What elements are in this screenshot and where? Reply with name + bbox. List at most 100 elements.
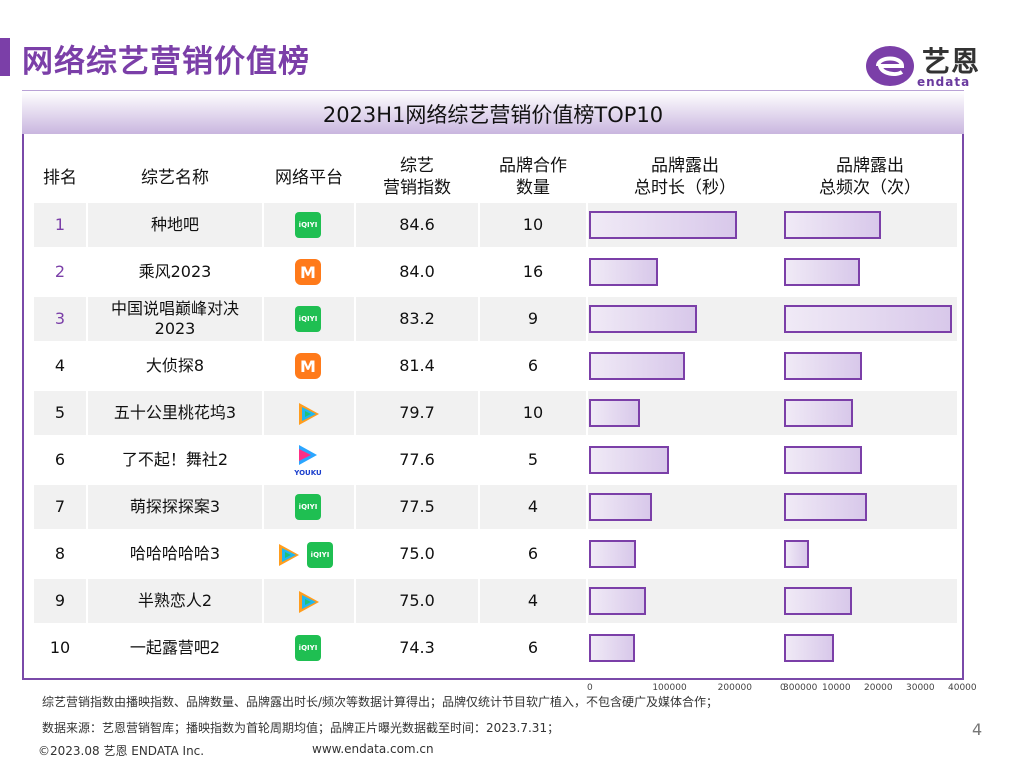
show-name-cell: 半熟恋人2 <box>137 591 213 610</box>
iqiyi-icon: iQIYI <box>295 635 321 661</box>
svg-text:YOUKU: YOUKU <box>293 469 322 477</box>
marketing-index-cell: 83.2 <box>399 309 435 328</box>
tencent-video-icon <box>294 400 322 428</box>
rank-cell: 10 <box>49 638 71 657</box>
iqiyi-icon: iQIYI <box>307 542 333 568</box>
mango-tv-icon: M <box>295 353 321 379</box>
column-separator <box>86 532 88 576</box>
column-separator <box>86 579 88 623</box>
column-separator <box>586 626 588 670</box>
frequency-bar <box>784 258 860 286</box>
duration-bar <box>589 446 669 474</box>
column-separator <box>262 203 264 247</box>
show-name-cell: 大侦探8 <box>145 356 205 375</box>
column-separator <box>478 626 480 670</box>
column-separator <box>586 579 588 623</box>
header-coop: 品牌合作 数量 <box>480 155 586 199</box>
table-frame <box>22 134 964 680</box>
column-separator <box>478 485 480 529</box>
brand-coop-count-cell: 4 <box>527 591 539 610</box>
frequency-bar <box>784 587 852 615</box>
frequency-bar <box>784 540 809 568</box>
column-separator <box>262 250 264 294</box>
column-separator <box>478 250 480 294</box>
column-separator <box>354 391 356 435</box>
column-separator <box>262 438 264 482</box>
duration-bar <box>589 540 636 568</box>
column-separator <box>478 391 480 435</box>
show-name-cell: 哈哈哈哈哈3 <box>129 544 221 563</box>
column-separator <box>354 438 356 482</box>
page-title: 网络综艺营销价值榜 <box>22 44 310 80</box>
header-frequency-line1: 品牌露出 <box>836 156 904 176</box>
rank-cell: 4 <box>54 356 66 375</box>
column-separator <box>262 579 264 623</box>
column-separator <box>354 250 356 294</box>
rank-cell: 3 <box>54 309 66 328</box>
rank-cell: 6 <box>54 450 66 469</box>
logo-text-cn: 艺恩 <box>922 45 981 78</box>
marketing-index-cell: 75.0 <box>399 591 435 610</box>
column-separator <box>86 344 88 388</box>
mango-tv-icon: M <box>295 259 321 285</box>
column-separator <box>354 203 356 247</box>
column-separator <box>586 344 588 388</box>
brand-coop-count-cell: 10 <box>522 215 544 234</box>
column-separator <box>478 438 480 482</box>
marketing-index-cell: 75.0 <box>399 544 435 563</box>
show-name-cell: 乘风2023 <box>138 262 212 281</box>
table-title: 2023H1网络综艺营销价值榜TOP10 <box>322 103 664 127</box>
tencent-video-icon <box>294 588 322 616</box>
show-name-cell: 中国说唱巅峰对决 2023 <box>110 299 239 338</box>
header-duration-line1: 品牌露出 <box>651 156 719 176</box>
brand-coop-count-cell: 6 <box>527 356 539 375</box>
column-separator <box>86 626 88 670</box>
column-separator <box>86 438 88 482</box>
show-name-cell: 五十公里桃花坞3 <box>113 403 237 422</box>
brand-coop-count-cell: 16 <box>522 262 544 281</box>
rank-cell: 2 <box>54 262 66 281</box>
frequency-axis-tick: 10000 <box>822 683 851 693</box>
column-separator <box>86 250 88 294</box>
marketing-index-cell: 74.3 <box>399 638 435 657</box>
column-separator <box>478 344 480 388</box>
show-name-cell: 了不起！舞社2 <box>121 450 229 469</box>
header-rank: 排名 <box>43 168 77 188</box>
header-index-line1: 综艺 <box>400 156 434 176</box>
column-separator <box>262 532 264 576</box>
duration-axis-tick: 200000 <box>717 683 753 693</box>
marketing-index-cell: 84.6 <box>399 215 435 234</box>
brand-coop-count-cell: 6 <box>527 544 539 563</box>
frequency-bar <box>784 634 834 662</box>
column-separator <box>86 485 88 529</box>
header-duration: 品牌露出 总时长（秒） <box>588 155 782 199</box>
column-separator <box>262 485 264 529</box>
frequency-bar <box>784 352 862 380</box>
duration-bar <box>589 258 658 286</box>
column-separator <box>586 297 588 341</box>
marketing-index-cell: 84.0 <box>399 262 435 281</box>
column-separator <box>478 579 480 623</box>
show-name-cell: 一起露营吧2 <box>129 638 221 657</box>
column-separator <box>86 203 88 247</box>
duration-axis-tick: 0 <box>587 683 593 693</box>
rank-cell: 1 <box>54 215 66 234</box>
header-name: 综艺名称 <box>141 168 209 188</box>
header-frequency-line2: 总频次（次） <box>819 178 921 198</box>
rank-cell: 7 <box>54 497 66 516</box>
header-platform: 网络平台 <box>275 168 343 188</box>
iqiyi-icon: iQIYI <box>295 212 321 238</box>
column-separator <box>478 532 480 576</box>
frequency-axis-tick: 40000 <box>948 683 977 693</box>
duration-bar <box>589 634 635 662</box>
endata-logo: 艺恩 endata <box>864 40 994 90</box>
header-frequency: 品牌露出 总频次（次） <box>784 155 956 199</box>
column-separator <box>354 626 356 670</box>
frequency-bar <box>784 211 881 239</box>
frequency-axis-tick: 0 <box>780 683 786 693</box>
duration-bar <box>589 399 640 427</box>
tencent-video-icon <box>274 541 302 569</box>
marketing-index-cell: 81.4 <box>399 356 435 375</box>
brand-coop-count-cell: 5 <box>527 450 539 469</box>
brand-coop-count-cell: 4 <box>527 497 539 516</box>
